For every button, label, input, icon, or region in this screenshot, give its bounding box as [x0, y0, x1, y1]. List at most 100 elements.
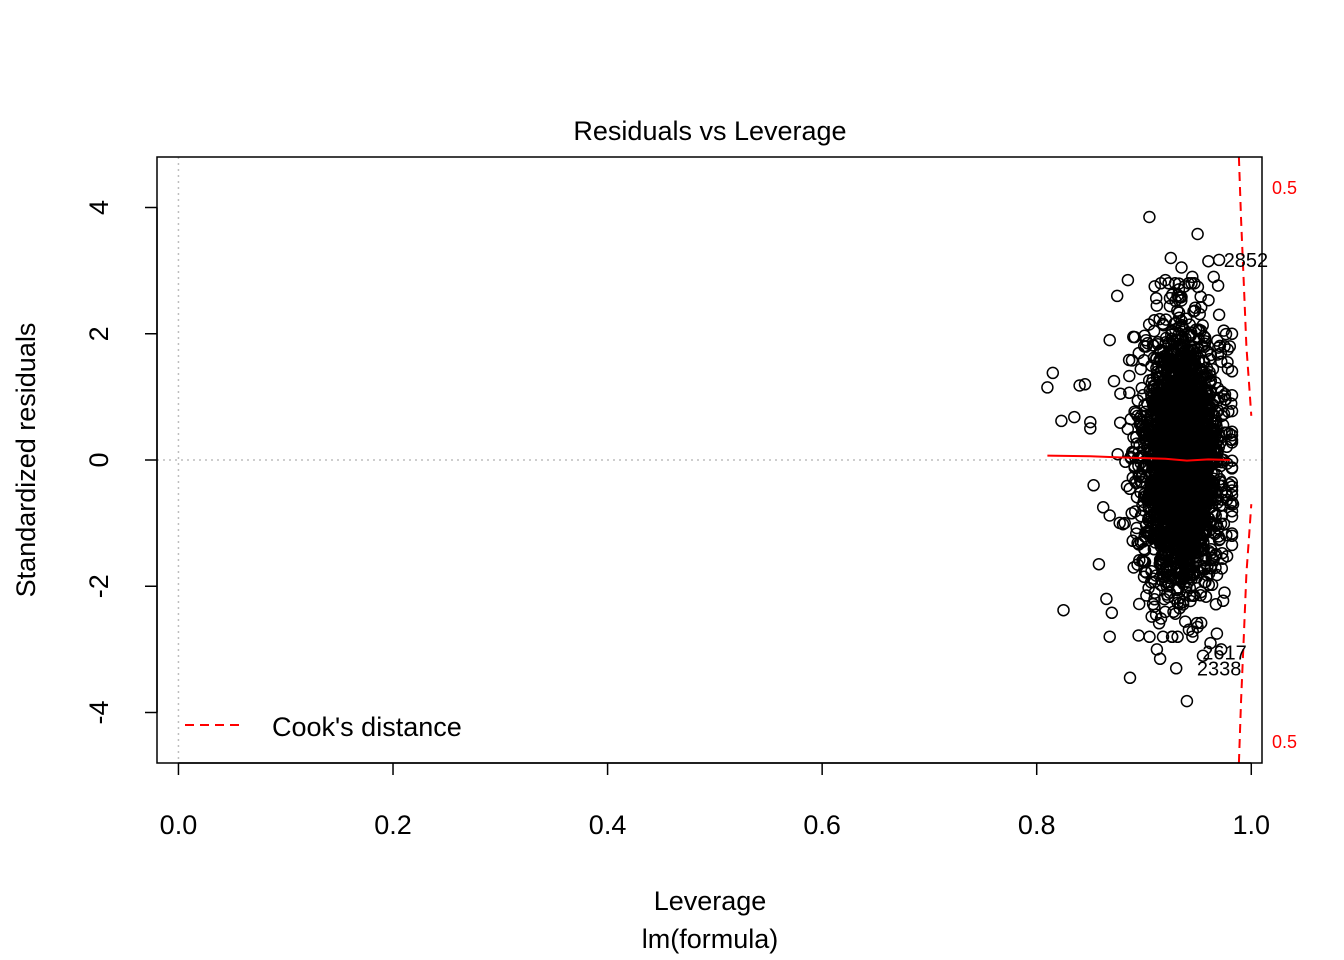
data-point	[1175, 415, 1188, 429]
data-point	[1159, 273, 1172, 287]
data-point	[1123, 671, 1137, 685]
data-point	[1180, 694, 1194, 708]
cooks-label-upper: 0.5	[1272, 178, 1297, 198]
data-point	[1073, 379, 1086, 392]
reference-lines	[157, 157, 1262, 763]
data-point	[1169, 662, 1183, 675]
data-point	[1181, 456, 1194, 470]
data-point	[1176, 569, 1189, 582]
data-point	[1156, 388, 1169, 402]
data-point	[1214, 475, 1227, 489]
data-point	[1123, 369, 1136, 383]
data-point	[1185, 277, 1198, 290]
y-tick-label: 4	[84, 200, 114, 215]
data-point	[1127, 330, 1140, 344]
data-point	[1213, 339, 1227, 353]
data-point	[1178, 465, 1191, 478]
data-point	[1162, 480, 1176, 493]
y-tick-label: 0	[84, 452, 114, 467]
data-point	[1225, 425, 1239, 439]
x-tick-label: 0.2	[374, 810, 412, 840]
data-point	[1131, 409, 1144, 423]
data-point	[1199, 385, 1213, 399]
data-point	[1182, 515, 1196, 529]
data-point	[1171, 630, 1184, 644]
data-point	[1210, 627, 1224, 640]
data-point	[1202, 293, 1215, 307]
data-point	[1222, 405, 1235, 418]
data-point	[1202, 511, 1216, 525]
data-point	[1165, 630, 1179, 644]
x-tick-label: 1.0	[1232, 810, 1270, 840]
data-point	[1196, 649, 1210, 662]
data-point	[1132, 629, 1145, 642]
data-point	[1200, 515, 1213, 528]
data-point	[1220, 457, 1234, 470]
data-point	[1165, 332, 1179, 346]
data-point	[1122, 353, 1136, 367]
data-point	[1194, 467, 1207, 481]
data-point	[1214, 643, 1228, 656]
data-point	[1143, 210, 1156, 224]
data-point	[1174, 467, 1188, 480]
data-point	[1175, 318, 1188, 332]
data-point	[1164, 251, 1178, 265]
data-point	[1181, 534, 1195, 547]
data-point	[1223, 340, 1237, 353]
data-point	[1134, 362, 1148, 376]
data-point	[1100, 592, 1113, 606]
data-point	[1198, 331, 1212, 344]
data-point	[1174, 381, 1188, 394]
data-point	[1178, 280, 1191, 293]
data-point	[1176, 360, 1190, 374]
data-point	[1147, 453, 1160, 466]
data-point	[1087, 479, 1100, 492]
data-point	[1155, 468, 1169, 481]
data-point	[1218, 388, 1232, 401]
data-point	[1140, 589, 1153, 602]
data-point	[1155, 415, 1169, 429]
data-point	[1141, 440, 1154, 454]
data-point	[1166, 398, 1179, 411]
data-point	[1126, 534, 1139, 548]
data-point	[1225, 327, 1239, 341]
data-point	[1211, 348, 1225, 361]
data-point	[1182, 330, 1195, 343]
data-point	[1148, 600, 1161, 613]
data-point	[1218, 340, 1231, 353]
data-point	[1199, 335, 1212, 348]
data-point	[1171, 596, 1184, 609]
data-point	[1211, 522, 1225, 535]
data-point	[1162, 359, 1176, 372]
data-point	[1103, 509, 1116, 522]
data-point	[1173, 449, 1186, 462]
data-point	[1134, 416, 1148, 429]
y-axis: -4 -2 0 2 4	[84, 200, 158, 725]
data-point	[1103, 333, 1116, 347]
data-point	[1103, 630, 1116, 643]
data-point	[1165, 474, 1178, 488]
data-point	[1130, 521, 1143, 535]
data-point	[1138, 544, 1152, 557]
data-point	[1177, 452, 1190, 465]
data-point	[1171, 289, 1184, 302]
data-point	[1139, 405, 1152, 419]
data-point	[1186, 399, 1199, 412]
data-point	[1114, 387, 1127, 400]
data-point	[1143, 384, 1157, 397]
data-point	[1157, 570, 1171, 584]
data-point	[1221, 355, 1234, 369]
data-point	[1225, 480, 1239, 493]
data-point	[1175, 479, 1189, 493]
data-point	[1178, 615, 1192, 628]
data-point	[1194, 616, 1208, 630]
data-point	[1154, 408, 1167, 421]
data-point	[1152, 441, 1166, 455]
data-point	[1142, 318, 1156, 331]
data-point	[1166, 402, 1180, 415]
data-point	[1192, 324, 1205, 338]
data-point	[1150, 299, 1164, 312]
data-point	[1205, 578, 1219, 592]
data-point	[1225, 504, 1239, 518]
